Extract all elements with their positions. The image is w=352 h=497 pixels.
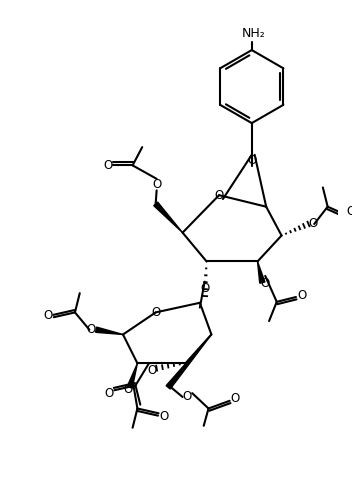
Text: O: O bbox=[160, 410, 169, 422]
Text: O: O bbox=[309, 218, 318, 231]
Text: O: O bbox=[247, 154, 256, 167]
Text: O: O bbox=[104, 387, 113, 400]
Text: O: O bbox=[123, 383, 132, 396]
Text: O: O bbox=[297, 289, 306, 302]
Text: O: O bbox=[214, 189, 224, 202]
Text: O: O bbox=[200, 282, 209, 295]
Text: O: O bbox=[183, 391, 192, 404]
Text: O: O bbox=[147, 364, 156, 377]
Text: O: O bbox=[151, 306, 160, 319]
Text: O: O bbox=[87, 323, 96, 336]
Polygon shape bbox=[154, 202, 183, 233]
Polygon shape bbox=[258, 261, 265, 283]
Text: O: O bbox=[152, 178, 161, 191]
Polygon shape bbox=[166, 334, 212, 389]
Polygon shape bbox=[96, 327, 123, 334]
Text: O: O bbox=[43, 309, 53, 322]
Polygon shape bbox=[127, 363, 137, 388]
Text: O: O bbox=[260, 277, 270, 290]
Text: O: O bbox=[346, 205, 352, 218]
Text: O: O bbox=[103, 159, 112, 172]
Text: O: O bbox=[231, 393, 240, 406]
Text: NH₂: NH₂ bbox=[242, 27, 265, 40]
